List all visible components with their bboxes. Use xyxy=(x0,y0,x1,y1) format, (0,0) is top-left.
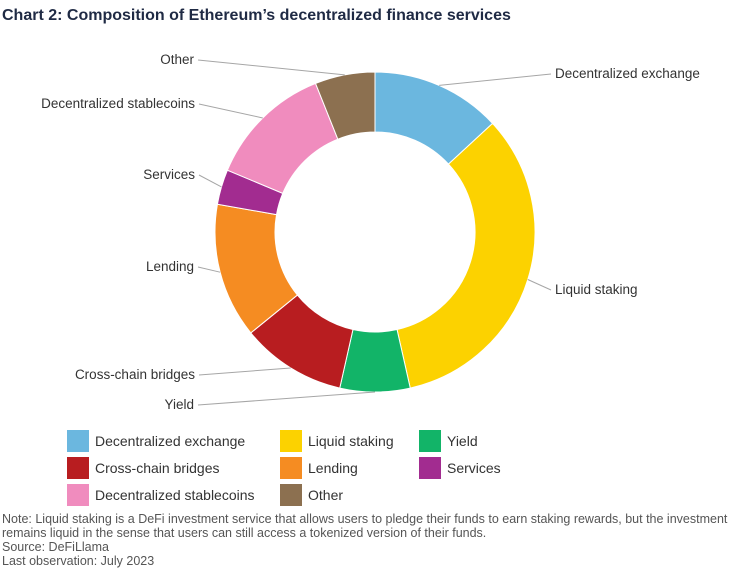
label-cross-chain-bridges: Cross-chain bridges xyxy=(75,367,195,382)
legend-swatch xyxy=(280,457,302,479)
legend-label: Lending xyxy=(308,460,358,476)
label-yield: Yield xyxy=(164,397,194,412)
leader-services xyxy=(198,174,222,188)
slice-labels: Decentralized exchange Liquid staking Yiel… xyxy=(41,52,700,412)
legend-swatch xyxy=(67,430,89,452)
donut-chart: Decentralized exchange Liquid staking Yiel… xyxy=(41,52,700,412)
leader-decentralized-stablecoins xyxy=(198,103,263,119)
legend-item-cross-chain-bridges: Cross-chain bridges xyxy=(67,457,220,479)
slice-decentralized-stablecoins xyxy=(226,82,339,195)
leader-other xyxy=(197,59,345,76)
leader-lines xyxy=(197,59,552,406)
slice-other xyxy=(314,71,376,140)
legend-label: Liquid staking xyxy=(308,433,394,449)
legend-swatch xyxy=(419,430,441,452)
legend-label: Other xyxy=(308,487,344,503)
legend-swatch xyxy=(280,430,302,452)
legend-item-yield: Yield xyxy=(419,430,478,452)
legend-swatch xyxy=(67,457,89,479)
label-lending: Lending xyxy=(146,259,194,274)
leader-lending xyxy=(197,266,221,273)
legend-item-liquid-staking: Liquid staking xyxy=(280,430,394,452)
leader-yield xyxy=(197,391,376,406)
source-text: Source: DeFiLlama xyxy=(2,540,109,554)
legend-item-other: Other xyxy=(280,484,343,506)
last-observation-text: Last observation: July 2023 xyxy=(2,554,155,568)
leader-cross-chain-bridges xyxy=(198,367,291,376)
legend-swatch xyxy=(67,484,89,506)
slice-liquid-staking xyxy=(396,122,536,389)
legend-label: Decentralized stablecoins xyxy=(95,487,255,503)
label-other: Other xyxy=(160,52,194,67)
legend-item-decentralized-stablecoins: Decentralized stablecoins xyxy=(67,484,255,506)
footnote: Note: Liquid staking is a DeFi investmen… xyxy=(2,512,737,568)
label-decentralized-exchange: Decentralized exchange xyxy=(555,66,700,81)
legend-label: Services xyxy=(447,460,501,476)
legend-label: Yield xyxy=(447,433,478,449)
legend-swatch xyxy=(280,484,302,506)
leader-decentralized-exchange xyxy=(439,73,552,86)
legend-item-services: Services xyxy=(419,457,501,479)
legend-label: Cross-chain bridges xyxy=(95,460,220,476)
legend-item-decentralized-exchange: Decentralized exchange xyxy=(67,430,245,452)
chart-title: Chart 2: Composition of Ethereum’s decen… xyxy=(2,7,511,24)
label-decentralized-stablecoins: Decentralized stablecoins xyxy=(41,96,195,111)
legend-item-lending: Lending xyxy=(280,457,358,479)
legend-swatch xyxy=(419,457,441,479)
legend-label: Decentralized exchange xyxy=(95,433,246,449)
label-liquid-staking: Liquid staking xyxy=(555,282,638,297)
donut-slices xyxy=(214,71,536,393)
label-services: Services xyxy=(143,167,195,182)
leader-liquid-staking xyxy=(527,279,552,291)
note-text: Note: Liquid staking is a DeFi investmen… xyxy=(2,512,728,540)
